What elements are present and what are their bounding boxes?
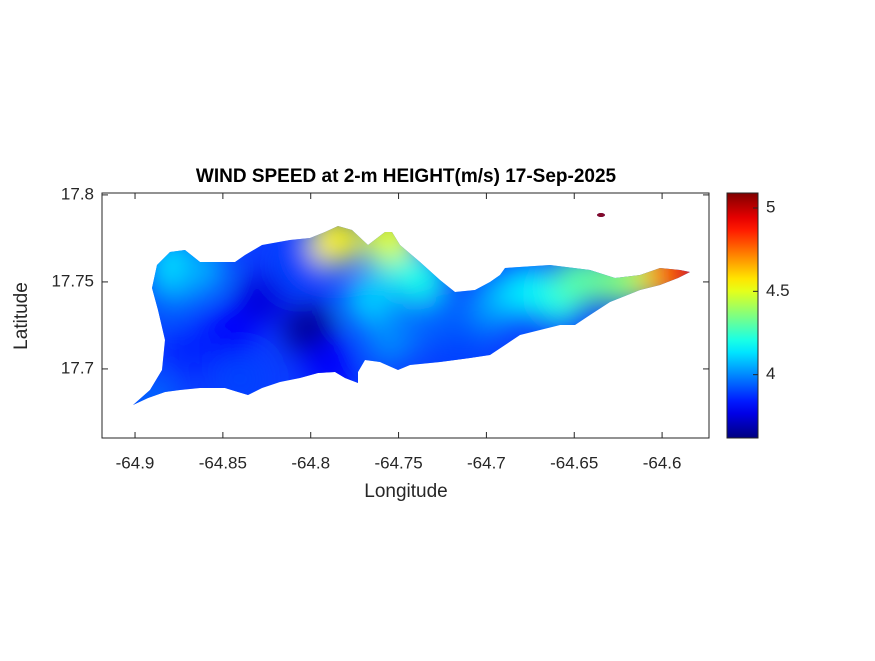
x-tick-label: -64.8: [291, 453, 330, 472]
y-axis-label: Latitude: [11, 282, 32, 350]
field-sample: [203, 304, 256, 357]
field-base: [133, 213, 690, 405]
x-tick-label: -64.85: [199, 453, 247, 472]
field-sample: [309, 214, 362, 267]
colorbar: [727, 193, 758, 438]
y-tick-label: 17.7: [61, 358, 94, 377]
field-sample: [133, 374, 177, 405]
field-sample: [653, 245, 690, 298]
x-tick-label: -64.9: [116, 453, 155, 472]
x-tick-label: -64.6: [643, 453, 682, 472]
field-sample: [432, 328, 485, 381]
colorbar-tick-label: 4.5: [766, 281, 790, 300]
y-tick-label: 17.8: [61, 184, 94, 203]
x-tick-label: -64.75: [374, 453, 422, 472]
field-sample: [363, 213, 416, 261]
field-sample: [174, 243, 227, 296]
colorbar-tick-label: 4: [766, 364, 775, 383]
field-sample: [363, 313, 416, 366]
x-tick-label: -64.7: [467, 453, 506, 472]
y-tick-label: 17.75: [51, 271, 94, 290]
x-tick-label: -64.65: [550, 453, 598, 472]
field-sample: [304, 339, 357, 392]
field-sample: [163, 323, 216, 376]
axes-box: [101, 192, 710, 439]
colorbar-box: [726, 192, 759, 439]
colorbar-tick-label: 5: [766, 197, 775, 216]
chart-title: WIND SPEED at 2-m HEIGHT(m/s) 17-Sep-202…: [196, 166, 617, 187]
field: [133, 213, 690, 405]
field-sample: [573, 213, 626, 241]
field-sample: [344, 273, 397, 326]
x-axis-label: Longitude: [364, 481, 447, 502]
field-sample: [214, 353, 267, 405]
